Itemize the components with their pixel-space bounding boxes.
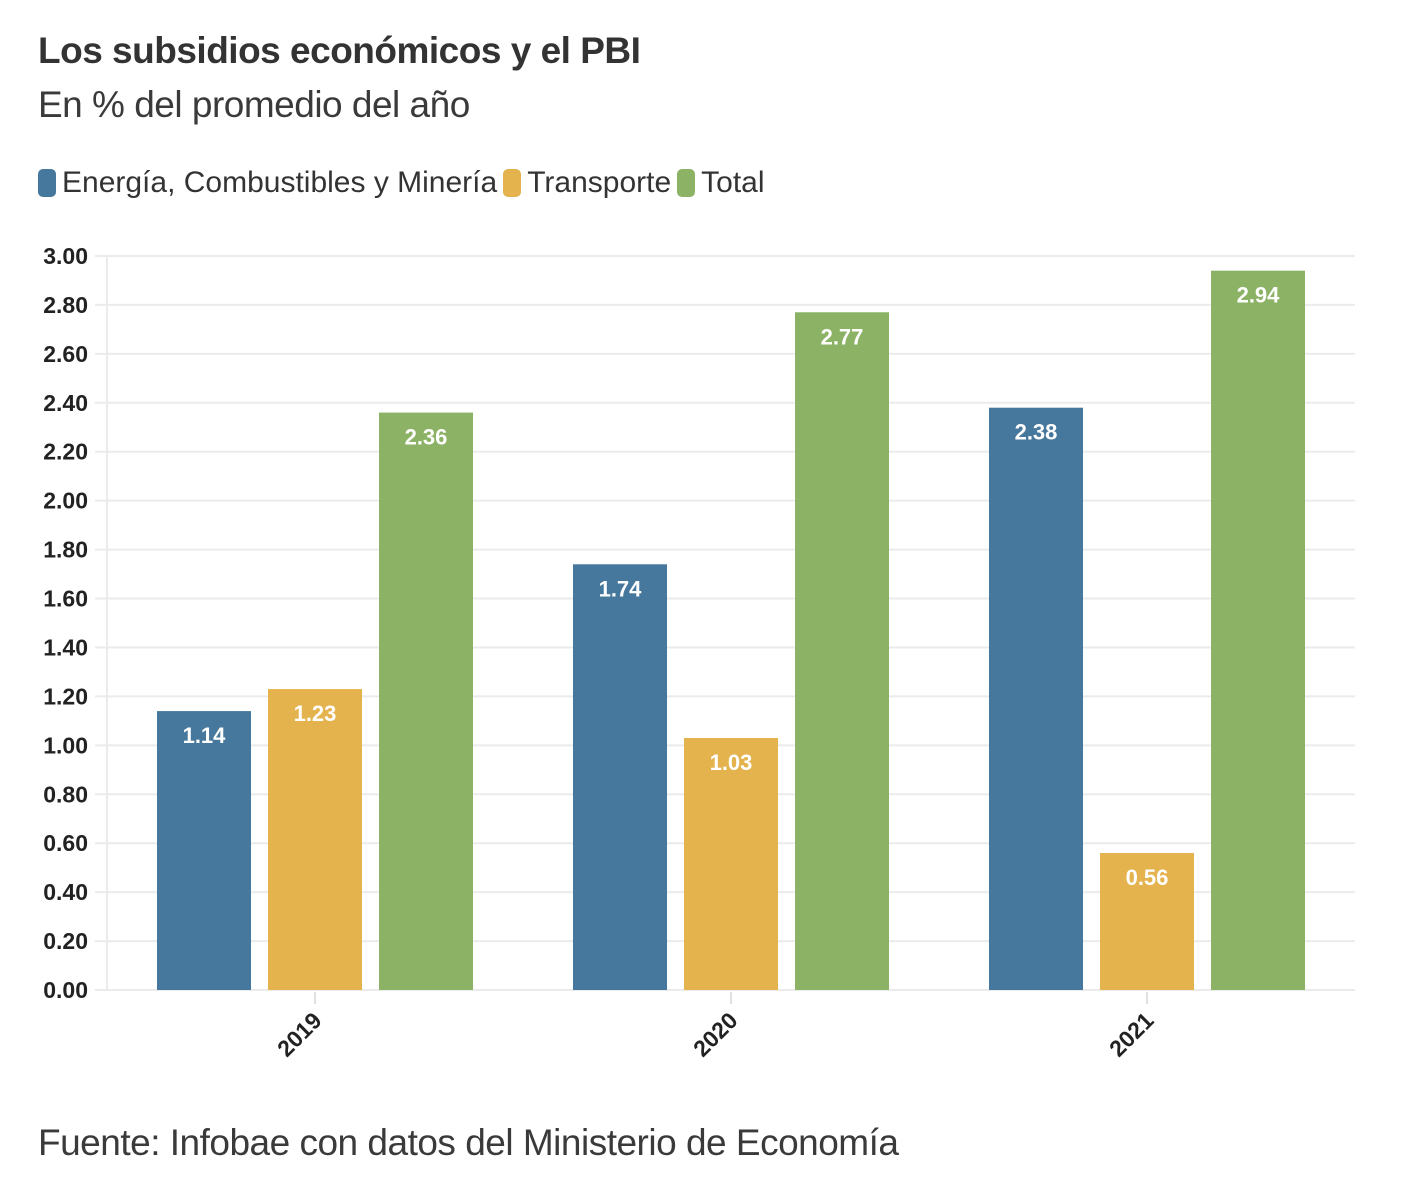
bar-transporte-2020[interactable]: [684, 737, 778, 990]
data-label: 2.94: [1237, 283, 1281, 308]
legend-label-transporte: Transporte: [527, 166, 672, 199]
y-tick-label: 2.80: [43, 292, 88, 318]
data-label: 0.56: [1126, 865, 1169, 890]
x-tick-label: 2020: [688, 1007, 743, 1062]
y-tick-label: 2.00: [43, 488, 88, 514]
legend: Energía, Combustibles y Minería Transpor…: [38, 166, 771, 200]
y-tick-label: 0.80: [43, 781, 88, 807]
bar-transporte-2019[interactable]: [268, 689, 362, 990]
x-axis: 2019 2020 2021: [272, 992, 1159, 1062]
x-tick-label: 2019: [272, 1007, 327, 1062]
legend-label-total: Total: [701, 166, 765, 199]
source-footer: Fuente: Infobae con datos del Ministerio…: [38, 1122, 899, 1163]
y-tick-label: 2.60: [43, 341, 88, 367]
chart-subtitle: En % del promedio del año: [38, 84, 470, 125]
bar-energía-2021[interactable]: [989, 407, 1083, 990]
bar-total-2019[interactable]: [379, 412, 473, 990]
legend-swatch-energia: [38, 169, 56, 197]
legend-item-transporte[interactable]: Transporte: [503, 166, 671, 200]
y-tick-label: 0.40: [43, 879, 88, 905]
y-tick-label: 0.00: [43, 977, 88, 1003]
data-labels: 1.14 1.23 2.36 1.74 1.03 2.77 2.38 0.56 2.94: [183, 283, 1281, 890]
legend-item-energia[interactable]: Energía, Combustibles y Minería: [38, 166, 497, 200]
bar-total-2021[interactable]: [1211, 270, 1305, 990]
bar-energía-2020[interactable]: [573, 564, 667, 990]
bar-total-2020[interactable]: [795, 312, 889, 991]
data-label: 1.23: [294, 701, 337, 726]
y-tick-label: 1.20: [43, 683, 88, 709]
data-label: 1.03: [710, 750, 753, 775]
y-tick-label: 1.40: [43, 634, 88, 660]
legend-item-total[interactable]: Total: [677, 166, 765, 200]
bars: [157, 270, 1305, 991]
y-tick-label: 1.60: [43, 586, 88, 612]
data-label: 1.14: [183, 723, 227, 748]
legend-swatch-transporte: [503, 169, 522, 197]
data-label: 2.38: [1015, 420, 1058, 445]
y-tick-label: 1.00: [43, 732, 88, 758]
bar-transporte-2021[interactable]: [1100, 852, 1194, 990]
x-tick-label: 2021: [1104, 1007, 1159, 1062]
y-tick-label: 0.20: [43, 928, 88, 954]
y-tick-label: 2.40: [43, 390, 88, 416]
data-label: 2.77: [821, 324, 864, 349]
data-label: 2.36: [405, 425, 448, 450]
legend-label-energia: Energía, Combustibles y Minería: [62, 166, 498, 199]
y-tick-label: 3.00: [43, 243, 88, 269]
legend-swatch-total: [677, 169, 696, 197]
bar-energía-2019[interactable]: [157, 711, 251, 990]
y-tick-label: 0.60: [43, 830, 88, 856]
y-tick-label: 2.20: [43, 439, 88, 465]
y-tick-label: 1.80: [43, 537, 88, 563]
data-label: 1.74: [599, 576, 643, 601]
chart-title: Los subsidios económicos y el PBI: [38, 30, 641, 71]
y-axis: 0.00 0.20 0.40 0.60 0.80 1.00 1.20 1.40 1.60 1.80…: [43, 243, 88, 1003]
